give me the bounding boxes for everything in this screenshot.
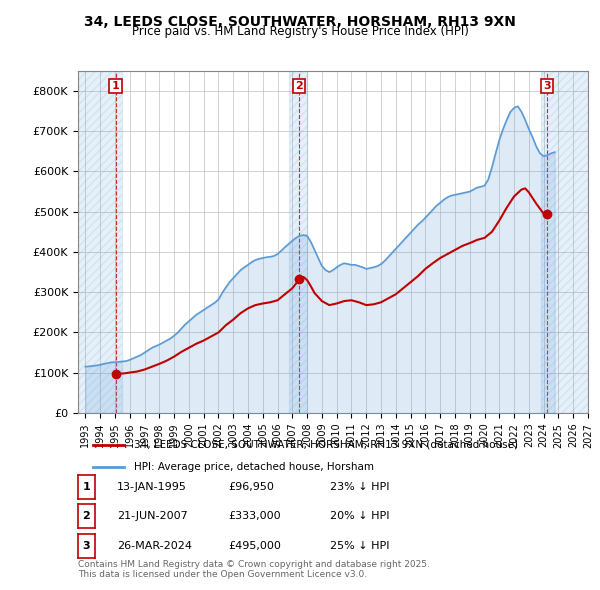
- Text: 21-JUN-2007: 21-JUN-2007: [117, 512, 188, 521]
- Bar: [289, 71, 307, 413]
- Text: Price paid vs. HM Land Registry's House Price Index (HPI): Price paid vs. HM Land Registry's House …: [131, 25, 469, 38]
- Text: 1: 1: [112, 81, 119, 91]
- Text: 2: 2: [295, 81, 303, 91]
- Text: HPI: Average price, detached house, Horsham: HPI: Average price, detached house, Hors…: [134, 462, 374, 472]
- Text: 3: 3: [543, 81, 551, 91]
- Text: 20% ↓ HPI: 20% ↓ HPI: [330, 512, 389, 521]
- Text: £495,000: £495,000: [228, 541, 281, 550]
- Text: 1: 1: [83, 482, 90, 491]
- Bar: [78, 71, 122, 413]
- Text: 34, LEEDS CLOSE, SOUTHWATER, HORSHAM, RH13 9XN: 34, LEEDS CLOSE, SOUTHWATER, HORSHAM, RH…: [84, 15, 516, 29]
- Text: £96,950: £96,950: [228, 482, 274, 491]
- Text: 13-JAN-1995: 13-JAN-1995: [117, 482, 187, 491]
- Text: 34, LEEDS CLOSE, SOUTHWATER, HORSHAM, RH13 9XN (detached house): 34, LEEDS CLOSE, SOUTHWATER, HORSHAM, RH…: [134, 440, 518, 450]
- Text: 23% ↓ HPI: 23% ↓ HPI: [330, 482, 389, 491]
- Text: 3: 3: [83, 541, 90, 550]
- Text: 25% ↓ HPI: 25% ↓ HPI: [330, 541, 389, 550]
- Bar: [541, 71, 588, 413]
- Text: 2: 2: [83, 512, 90, 521]
- Text: Contains HM Land Registry data © Crown copyright and database right 2025.
This d: Contains HM Land Registry data © Crown c…: [78, 560, 430, 579]
- Text: 26-MAR-2024: 26-MAR-2024: [117, 541, 192, 550]
- Text: £333,000: £333,000: [228, 512, 281, 521]
